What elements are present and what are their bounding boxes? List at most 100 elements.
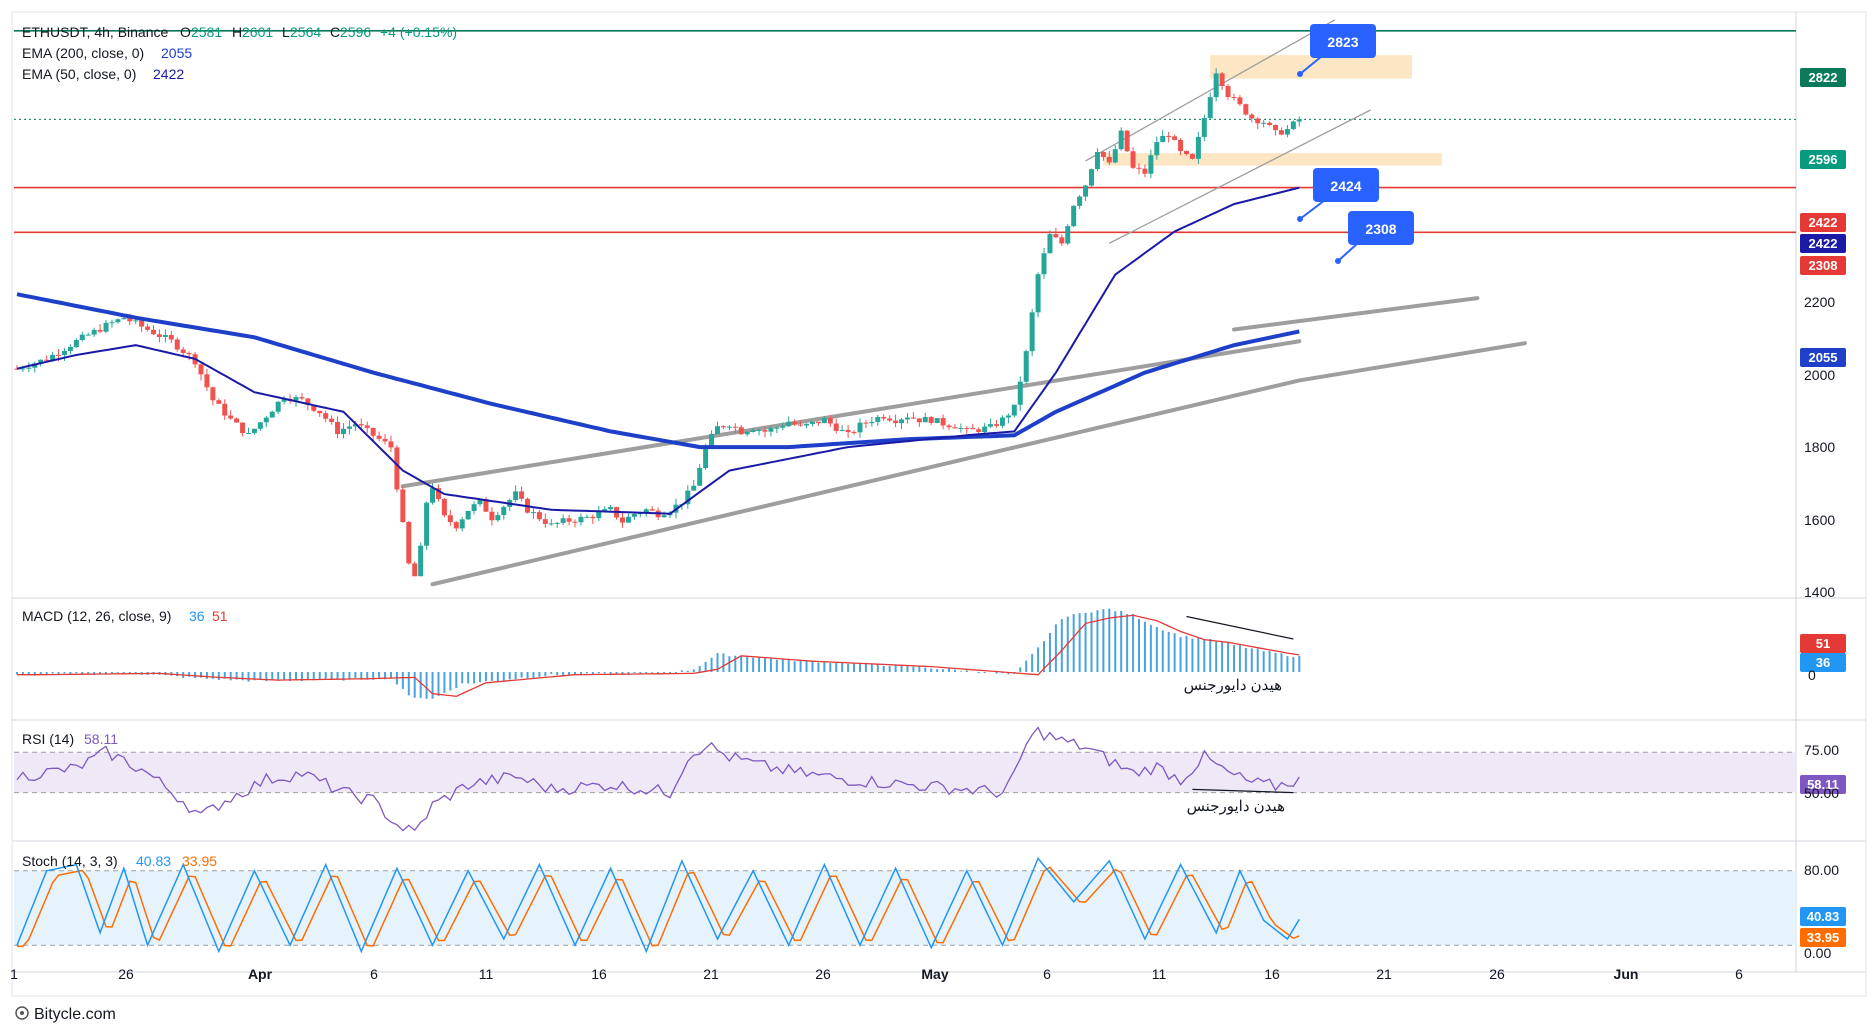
candle-body	[430, 488, 436, 503]
candle-body	[893, 420, 899, 424]
candle-body	[435, 488, 441, 500]
candle-body	[1172, 136, 1178, 140]
macd-legend-v1: 36	[189, 608, 205, 624]
candle-body	[709, 434, 715, 447]
candle-body	[928, 417, 934, 424]
candle-body	[631, 513, 637, 517]
time-tick-4: 11	[479, 966, 494, 982]
candle-body	[1011, 404, 1017, 416]
candle-body	[61, 350, 67, 355]
candle-body	[216, 400, 222, 404]
price-tick-2200: 2200	[1804, 294, 1835, 310]
candle-body	[204, 374, 210, 388]
candle-body	[1249, 114, 1255, 119]
candle-body	[299, 397, 305, 399]
candle-body	[44, 359, 50, 361]
candle-body	[412, 563, 418, 577]
candle-body	[1284, 129, 1290, 135]
candle-body	[394, 447, 400, 490]
candle-body	[79, 334, 85, 341]
trend-channel-lower	[430, 378, 1302, 587]
candle-body	[815, 421, 821, 424]
candle-body	[1077, 196, 1083, 206]
candle-body	[792, 421, 798, 425]
candle-body	[263, 417, 269, 423]
candle-body	[584, 516, 590, 518]
candle-body	[1160, 135, 1166, 143]
ohlc-high: 2601	[242, 24, 273, 40]
candle-body	[1296, 119, 1302, 122]
candle-body	[530, 512, 536, 514]
candle-body	[151, 329, 157, 335]
candle-body	[1237, 97, 1243, 105]
stoch-tag-k-box	[1800, 907, 1846, 926]
candle-body	[542, 519, 548, 524]
time-tick-11: 16	[1264, 966, 1280, 982]
time-axis: 1 26 Apr 6 11 16 21 26 May 6 11 16 21 26 Jun 6	[10, 966, 1743, 982]
ema200-line	[16, 292, 1300, 450]
candle-body	[994, 424, 1000, 426]
candle-body	[180, 349, 186, 354]
stoch-tag-k-text: 40.83	[1807, 909, 1840, 924]
time-tick-10: 11	[1152, 966, 1167, 982]
candle-body	[364, 425, 370, 428]
price-tag-red2: 2308	[1800, 256, 1846, 275]
callout-2823: 2823	[1297, 24, 1376, 77]
price-tag-ema200-text: 2055	[1809, 350, 1838, 365]
candle-body	[240, 422, 246, 434]
candle-body	[14, 368, 20, 370]
candle-body	[798, 424, 804, 426]
price-tag-red2-box	[1800, 256, 1846, 275]
candle-body	[370, 427, 376, 436]
chart-frame	[11, 11, 1867, 997]
candle-body	[1005, 415, 1011, 418]
candle-body	[1124, 130, 1130, 152]
candle-body	[904, 417, 910, 420]
candle-body	[275, 401, 281, 412]
candle-body	[536, 512, 542, 520]
candle-body	[1106, 156, 1112, 163]
candle-body	[145, 326, 151, 330]
candle-body	[257, 422, 263, 429]
ohlc-low-label: L	[282, 24, 290, 40]
candle-body	[625, 516, 631, 523]
candle-body	[940, 418, 946, 426]
time-tick-1: 26	[118, 966, 134, 982]
time-tick-15: 6	[1735, 966, 1743, 982]
candle-body	[91, 329, 97, 335]
price-tag-ema200: 2055	[1800, 348, 1846, 367]
candle-body	[738, 427, 744, 435]
candle-body	[762, 430, 768, 432]
footer-brand: Bitycle.com	[34, 1006, 116, 1023]
candle-body	[827, 418, 833, 424]
candle-body	[424, 502, 430, 546]
price-tag-ema50-text: 2422	[1809, 236, 1838, 251]
candle-body	[869, 421, 875, 424]
candle-body	[234, 418, 240, 423]
candle-body	[1166, 135, 1172, 137]
supply-zone	[1210, 55, 1413, 79]
candle-body	[281, 398, 287, 402]
candle-body	[85, 334, 91, 336]
ema50-line	[16, 186, 1300, 515]
candle-body	[335, 421, 341, 435]
candle-body	[881, 417, 887, 419]
candle-body	[471, 504, 477, 511]
candle-body	[922, 417, 928, 423]
trend-channel-upper	[400, 339, 1302, 489]
stoch-tick-0: 0.00	[1804, 945, 1831, 961]
time-tick-2: Apr	[248, 966, 273, 982]
candle-body	[578, 516, 584, 523]
candle-body	[317, 410, 323, 414]
candle-body	[1130, 151, 1136, 168]
candle-body	[133, 320, 139, 322]
candle-body	[20, 368, 26, 370]
symbol-label: ETHUSDT, 4h, Binance	[22, 24, 168, 40]
candle-body	[73, 340, 79, 347]
macd-divergence-annotation: هیدن دایورجنس	[1184, 677, 1283, 694]
macd-legend-label: MACD (12, 26, close, 9)	[22, 608, 171, 624]
candle-body	[465, 510, 471, 520]
candle-body	[441, 499, 447, 516]
time-tick-14: Jun	[1614, 966, 1639, 982]
candle-body	[97, 329, 103, 332]
